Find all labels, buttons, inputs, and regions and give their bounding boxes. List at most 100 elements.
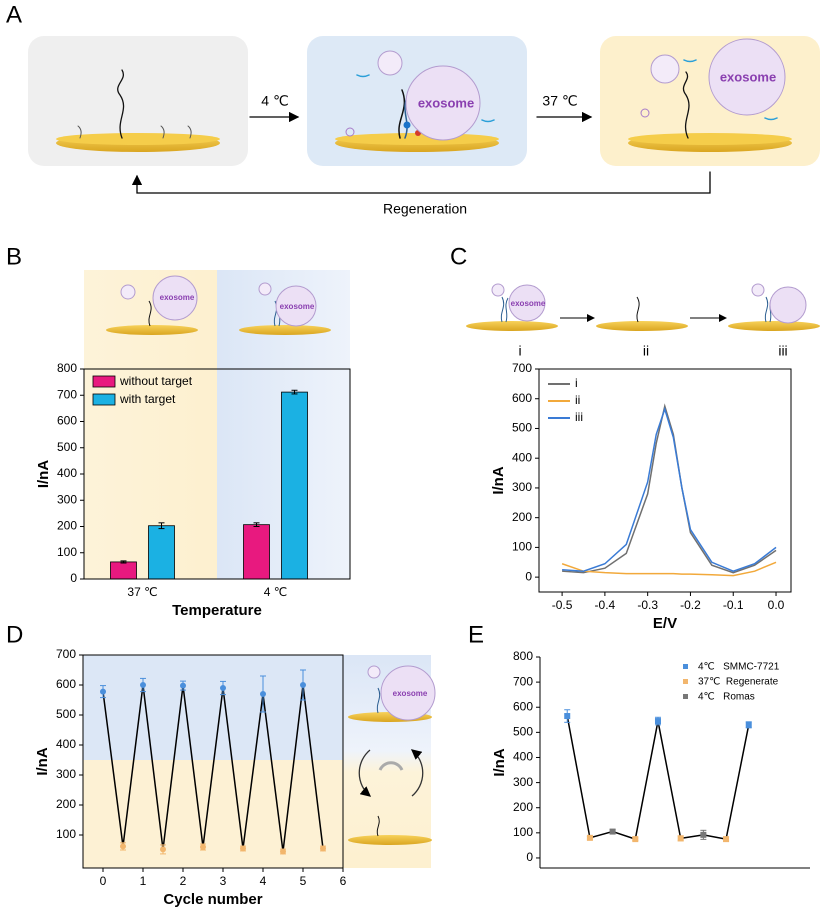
step-label: 37 ℃ (542, 93, 577, 109)
y-tick-label: 100 (57, 545, 77, 559)
x-tick-label: -0.2 (680, 598, 701, 612)
data-point (280, 848, 286, 855)
x-axis-label: Cycle number (163, 891, 262, 908)
y-tick-label: 600 (512, 391, 532, 405)
y-axis-label: I/nA (491, 748, 508, 776)
bar (148, 525, 175, 580)
y-tick-label: 300 (512, 480, 532, 494)
legend-label: iii (575, 410, 583, 424)
data-point (609, 828, 616, 835)
y-tick-label: 100 (512, 540, 532, 554)
data-point (120, 843, 126, 850)
data-point (220, 685, 226, 691)
data-point (320, 845, 326, 852)
x-tick-label: 0.0 (768, 598, 785, 612)
y-tick-label: 800 (513, 649, 533, 663)
exosome-label: exosome (160, 293, 195, 302)
legend-label: 37℃ Regenerate (698, 677, 779, 688)
y-tick-label: 300 (513, 775, 533, 789)
y-tick-label: 400 (56, 737, 76, 751)
exosome-label: exosome (418, 95, 474, 110)
exosome-label: exosome (280, 302, 315, 311)
data-point (200, 844, 206, 850)
plot-frame (538, 368, 792, 593)
legend-label: ii (575, 393, 580, 407)
panel-label: E (468, 621, 484, 648)
x-tick-label: -0.3 (637, 598, 658, 612)
y-tick-label: 700 (57, 387, 77, 401)
y-tick-label: 800 (57, 361, 77, 375)
y-tick-label: 200 (513, 800, 533, 814)
x-tick-label: -0.4 (595, 598, 616, 612)
exosome-label: exosome (511, 299, 546, 308)
data-point (700, 831, 707, 838)
y-tick-label: 100 (56, 827, 76, 841)
y-tick-label: 500 (56, 707, 76, 721)
legend-swatch (683, 664, 688, 669)
x-tick-label: 4 (260, 874, 267, 888)
curve (561, 561, 777, 577)
y-tick-label: 0 (525, 569, 532, 583)
data-point (745, 721, 752, 728)
data-point (240, 845, 246, 852)
data-point (300, 682, 306, 688)
background-band (83, 655, 343, 760)
data-point (723, 836, 730, 843)
y-tick-label: 200 (512, 510, 532, 524)
panel-label: A (6, 1, 22, 28)
data-point (654, 718, 661, 725)
stage-label: iii (778, 343, 787, 359)
y-tick-label: 700 (513, 674, 533, 688)
legend-label: 4℃ SMMC-7721 (698, 662, 780, 673)
x-tick-label: -0.5 (552, 598, 573, 612)
y-tick-label: 500 (512, 421, 532, 435)
y-tick-label: 400 (57, 466, 77, 480)
legend-label: with target (119, 392, 176, 406)
y-tick-label: 500 (513, 725, 533, 739)
y-tick-label: 600 (513, 699, 533, 713)
y-tick-label: 0 (70, 571, 77, 585)
legend-swatch (683, 679, 688, 684)
data-point (180, 682, 186, 689)
y-tick-label: 400 (512, 450, 532, 464)
y-tick-label: 700 (56, 647, 76, 661)
scheme-c (466, 283, 820, 331)
plot-frame (82, 654, 344, 869)
data-point (140, 682, 146, 688)
legend-label: without target (119, 374, 193, 388)
data-point (260, 691, 266, 697)
stage-label: i (518, 343, 521, 359)
trend-line (566, 715, 750, 841)
panel-label: C (450, 243, 467, 270)
legend-label: i (575, 376, 578, 390)
data-point (632, 836, 639, 843)
curve (562, 406, 777, 572)
scheme-b (106, 275, 331, 335)
x-axis-label: Temperature (172, 602, 262, 619)
x-tick-label: 1 (140, 874, 147, 888)
y-tick-label: 500 (57, 440, 77, 454)
scheme-d (348, 665, 436, 845)
stage-label: ii (643, 343, 649, 359)
x-tick-label: 5 (300, 874, 307, 888)
y-axis-label: I/nA (35, 460, 52, 488)
x-axis-label: E/V (653, 615, 677, 632)
data-point (677, 835, 684, 842)
legend-label: 4℃ Romas (698, 692, 755, 703)
y-tick-label: 200 (56, 797, 76, 811)
x-tick-label: 6 (340, 874, 347, 888)
panel-label: B (6, 243, 22, 270)
y-axis-label: I/nA (490, 466, 507, 494)
y-tick-label: 0 (526, 850, 533, 864)
legend-swatch (92, 393, 116, 406)
y-tick-label: 400 (513, 750, 533, 764)
y-tick-label: 100 (513, 825, 533, 839)
exosome-label: exosome (720, 69, 776, 84)
data-point (586, 834, 593, 841)
y-tick-label: 700 (512, 361, 532, 375)
y-tick-label: 600 (57, 414, 77, 428)
x-tick-label: 2 (180, 874, 187, 888)
y-tick-label: 300 (57, 492, 77, 506)
panel-label: D (6, 621, 23, 648)
legend-swatch (683, 694, 688, 699)
